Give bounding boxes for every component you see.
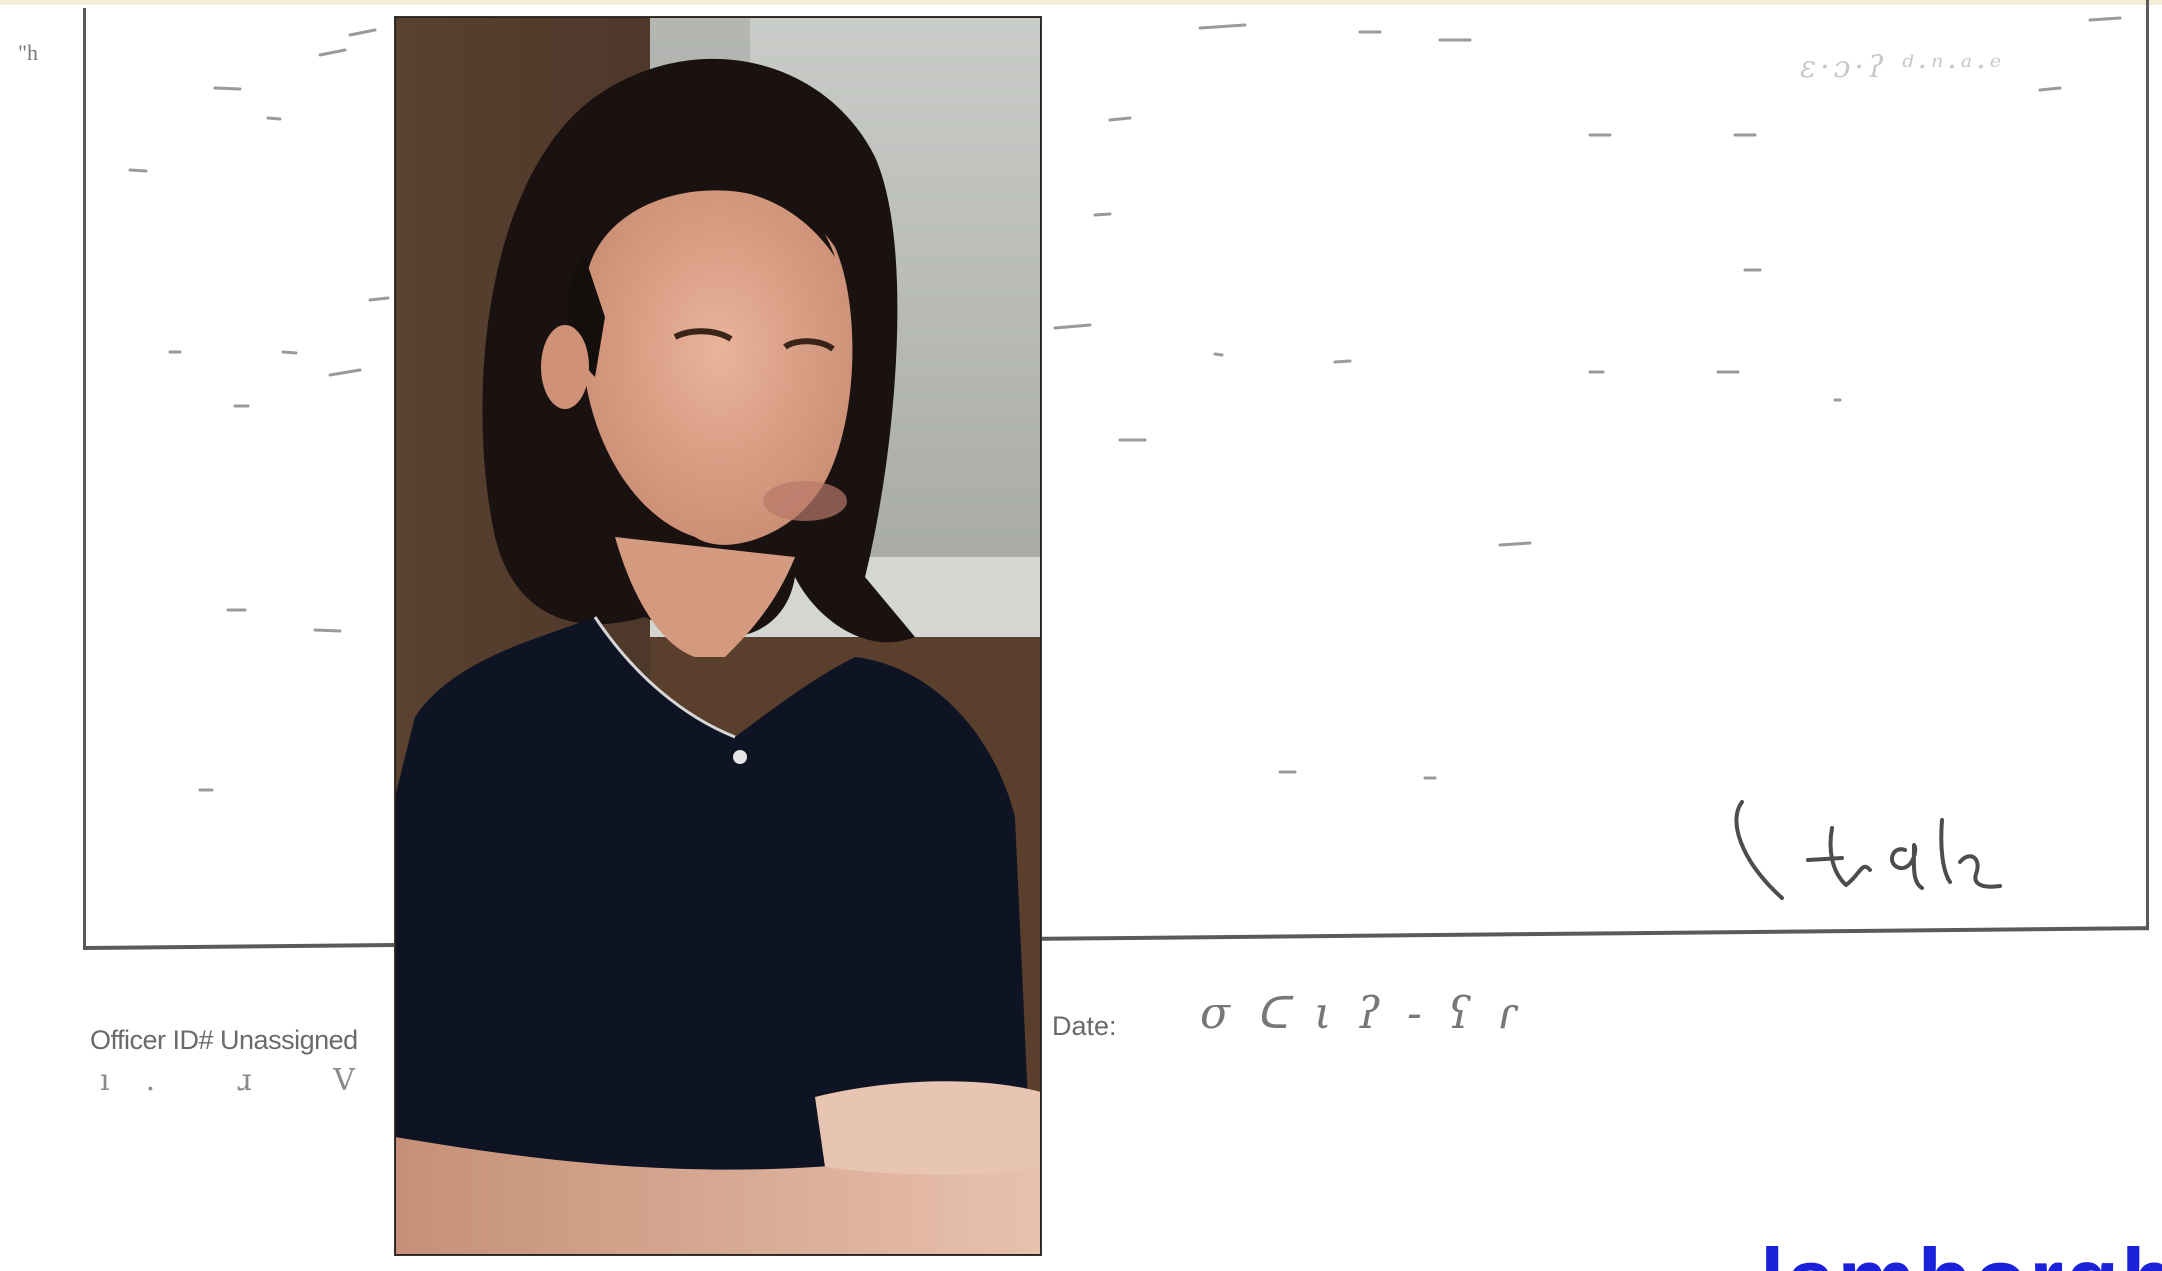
date-handwritten-value: σ ᑕ ι ʔ - ʕ ɾ: [1200, 988, 1524, 1039]
corner-mark: "h: [18, 40, 38, 65]
officer-id-handwritten: ı. ɹ V ⟨: [100, 1063, 485, 1098]
blue-fragment-text: lamborghini: [1760, 1236, 2162, 1271]
handwritten-signature: [1734, 800, 2002, 900]
officer-id-label: Officer ID# Unassigned: [90, 1025, 358, 1055]
top-paper-band: [0, 0, 2162, 5]
smudged-handwriting: ɛ·ɔ·ʔ ᵈ·ⁿ·ᵃ·ᵉ: [1800, 50, 2006, 85]
date-label: Date:: [1052, 1011, 1117, 1041]
blue-text-fragment: lamborghini: [1760, 1236, 2162, 1271]
portrait-photo: [395, 17, 1041, 1255]
